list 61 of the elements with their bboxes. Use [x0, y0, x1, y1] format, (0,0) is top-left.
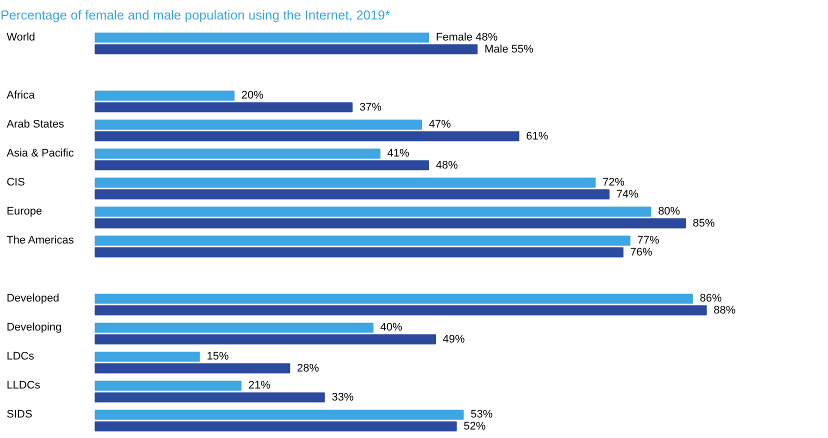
bar — [94, 352, 200, 362]
bar — [94, 189, 610, 200]
bar — [94, 410, 464, 420]
bar — [94, 206, 652, 217]
data-label: 28% — [296, 362, 320, 374]
y-tick-label: Asia & Pacific — [6, 148, 74, 160]
data-label: 80% — [658, 206, 680, 218]
data-label: 40% — [380, 322, 403, 334]
chart-title: Percentage of female and male population using the Internet, 2019* — [0, 8, 390, 22]
bar — [94, 218, 686, 228]
bar — [94, 178, 596, 188]
bar — [94, 44, 478, 54]
data-label: 85% — [692, 217, 716, 230]
y-tick-label: LLDCs — [6, 380, 41, 392]
data-label: 61% — [526, 130, 548, 142]
bar — [94, 148, 380, 159]
y-tick-label: Developed — [6, 292, 60, 305]
data-label: 15% — [206, 350, 229, 363]
data-label: 49% — [442, 333, 466, 346]
bar — [94, 421, 457, 432]
y-tick-label: CIS — [6, 176, 25, 189]
bar — [94, 120, 422, 130]
data-label: 72% — [602, 176, 625, 189]
y-tick-label: Europe — [6, 206, 42, 218]
data-label: 33% — [332, 391, 354, 404]
bar — [94, 334, 436, 344]
y-tick-label: Arab States — [6, 118, 65, 131]
data-label: 74% — [616, 188, 639, 200]
bar — [94, 90, 235, 101]
data-label: 41% — [387, 148, 410, 160]
y-tick-label: Africa — [6, 90, 36, 102]
data-label: 53% — [470, 408, 493, 421]
data-label: 52% — [464, 420, 486, 432]
bar — [94, 247, 624, 258]
data-label: 37% — [359, 101, 382, 114]
data-label: 47% — [428, 118, 452, 131]
data-label: 88% — [714, 304, 736, 316]
text: Male 55% — [484, 43, 534, 56]
text: Female 48% — [436, 32, 498, 44]
bar — [94, 131, 520, 142]
data-label: 76% — [630, 246, 653, 258]
bar — [94, 102, 353, 112]
data-label: 48% — [436, 159, 458, 172]
data-label: 77% — [637, 234, 660, 247]
bar — [94, 380, 242, 391]
bar — [94, 32, 430, 43]
bar — [94, 236, 630, 246]
data-label: 20% — [241, 90, 264, 102]
y-tick-label: Developing — [6, 322, 62, 334]
bar — [94, 305, 707, 316]
y-tick-label: LDCs — [6, 350, 35, 363]
y-tick-label: The Americas — [6, 234, 74, 247]
bar — [94, 322, 374, 333]
y-tick-label: SIDS — [6, 408, 32, 421]
bar — [94, 392, 325, 402]
bar — [94, 363, 290, 374]
data-label: 21% — [248, 380, 271, 392]
bar — [94, 294, 693, 304]
y-tick-label: World — [6, 32, 36, 44]
bar — [94, 160, 430, 170]
data-label: 86% — [700, 292, 722, 305]
